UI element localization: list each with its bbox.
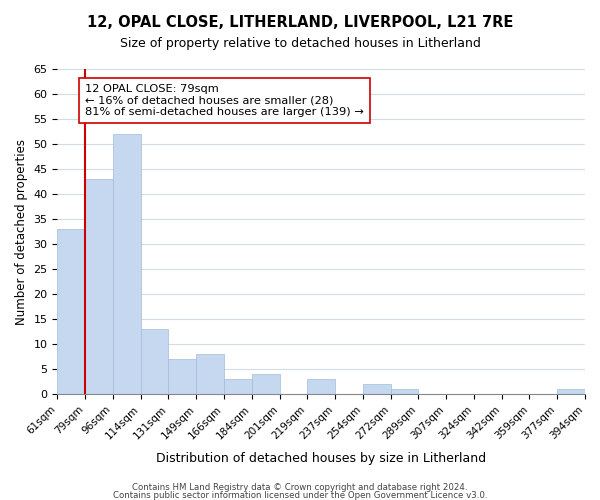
Text: 12 OPAL CLOSE: 79sqm
← 16% of detached houses are smaller (28)
81% of semi-detac: 12 OPAL CLOSE: 79sqm ← 16% of detached h… (85, 84, 364, 117)
Bar (307, 380, 335, 394)
Bar (113, 134, 141, 394)
Bar (141, 329, 169, 394)
Bar (391, 390, 418, 394)
Bar (224, 380, 252, 394)
Bar (58, 229, 85, 394)
Text: Contains HM Land Registry data © Crown copyright and database right 2024.: Contains HM Land Registry data © Crown c… (132, 484, 468, 492)
Bar (196, 354, 224, 395)
Bar (85, 179, 113, 394)
Y-axis label: Number of detached properties: Number of detached properties (15, 138, 28, 324)
Bar (169, 360, 196, 394)
Bar (252, 374, 280, 394)
X-axis label: Distribution of detached houses by size in Litherland: Distribution of detached houses by size … (156, 452, 486, 465)
Text: 12, OPAL CLOSE, LITHERLAND, LIVERPOOL, L21 7RE: 12, OPAL CLOSE, LITHERLAND, LIVERPOOL, L… (87, 15, 513, 30)
Text: Size of property relative to detached houses in Litherland: Size of property relative to detached ho… (119, 38, 481, 51)
Bar (363, 384, 391, 394)
Bar (557, 390, 585, 394)
Text: Contains public sector information licensed under the Open Government Licence v3: Contains public sector information licen… (113, 491, 487, 500)
